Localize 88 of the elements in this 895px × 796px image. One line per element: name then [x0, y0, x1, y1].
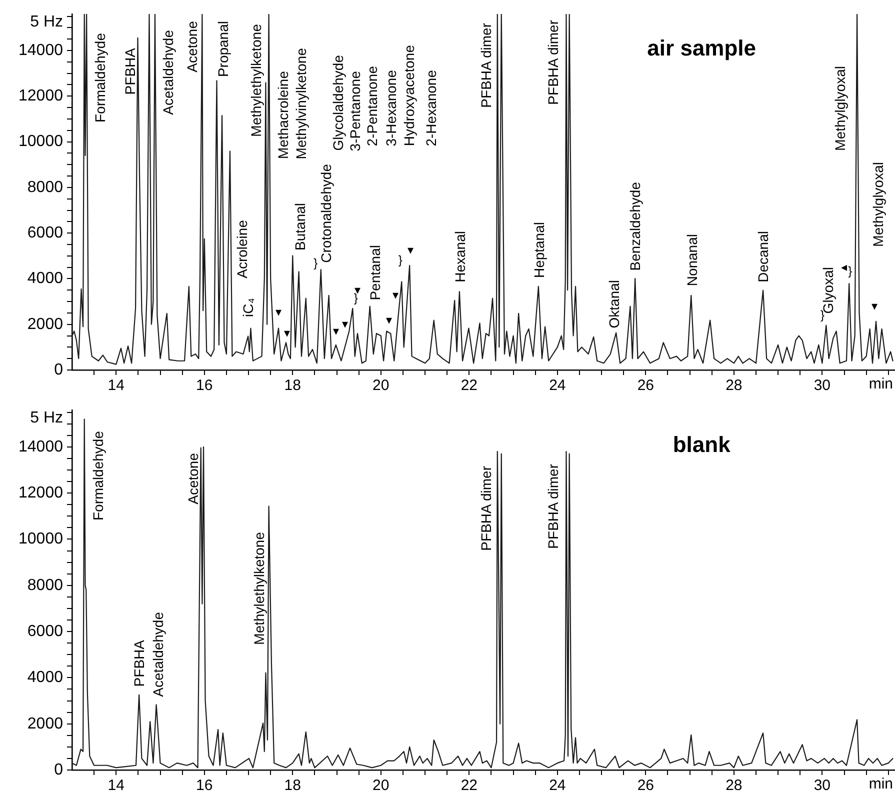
x-tick-label: 30	[814, 377, 831, 394]
annotation: PFBHA	[122, 48, 138, 94]
x-tick-label: 16	[196, 377, 213, 394]
y-tick-label: 8000	[27, 178, 64, 196]
annotation: ▾	[871, 299, 878, 314]
annotation: ◂	[840, 260, 847, 274]
y-tick-label: 0	[54, 761, 64, 778]
annotation: Formaldehyde	[92, 32, 108, 122]
y-tick-label: 4000	[27, 270, 64, 288]
x-tick-label: 14	[108, 777, 124, 794]
x-tick-label: 22	[460, 377, 478, 394]
annotation: Heptanal	[531, 222, 548, 278]
x-tick-label: 22	[460, 777, 478, 794]
y-tick-label: 4000	[27, 669, 64, 686]
annotation: Methylglyoxal	[870, 162, 886, 247]
annotation: }	[848, 264, 852, 278]
x-tick-label: 20	[372, 377, 390, 394]
x-tick-label: 28	[726, 377, 742, 394]
annotation: 2-Pentanone	[364, 66, 380, 146]
annotation: ▾	[392, 288, 398, 302]
y-axis-title: 5 Hz	[30, 409, 63, 426]
annotation: Hydroxyacetone	[400, 45, 417, 146]
text: air sample	[647, 36, 756, 61]
annotation: PFBHA	[131, 640, 148, 687]
x-tick-label: 26	[637, 377, 654, 394]
y-tick-label: 0	[54, 361, 64, 378]
annotation: Methylvinylketone	[292, 48, 309, 160]
text: blank	[672, 432, 732, 458]
annotation: Decanal	[755, 230, 772, 282]
y-tick-label: 10000	[18, 530, 64, 548]
annotation: iC₄	[240, 298, 256, 317]
y-tick-label: 12000	[18, 88, 64, 105]
y-axis-title: 5 Hz	[30, 13, 63, 30]
annotation: PFBHA dimer	[478, 466, 494, 552]
annotation: PFBHA dimer	[478, 22, 494, 108]
y-tick-label: 10000	[18, 133, 64, 150]
x-tick-label: 16	[196, 777, 213, 794]
x-tick-label: 24	[549, 377, 566, 394]
y-tick-label: 14000	[18, 42, 64, 59]
annotation: Methylethylketone	[248, 24, 264, 138]
annotation: ▾	[342, 317, 348, 332]
annotation: ▾	[276, 304, 282, 319]
y-tick-label: 6000	[27, 622, 64, 640]
x-axis-title: min	[868, 376, 893, 393]
annotation: 3-Hexanone	[382, 70, 398, 146]
annotation: ▾	[386, 313, 392, 328]
y-tick-label: 8000	[27, 576, 64, 594]
x-tick-label: 28	[726, 777, 742, 794]
annotation: ▾	[333, 324, 340, 338]
annotation: Nonanal	[684, 234, 700, 286]
x-tick-label: 14	[108, 377, 124, 394]
annotation: Butanal	[292, 203, 308, 251]
y-tick-label: 12000	[18, 484, 64, 502]
x-tick-label: 26	[637, 777, 654, 794]
y-tick-label: 2000	[27, 715, 64, 732]
annotation: 3-Pentanone	[347, 70, 364, 152]
x-axis-title: min	[868, 776, 893, 793]
y-tick-label: 6000	[27, 224, 64, 242]
annotation: PFBHA dimer	[544, 20, 561, 104]
annotation: ▾	[284, 326, 290, 340]
annotation: Methacroleine	[274, 71, 291, 160]
annotation: Acetone	[184, 21, 200, 73]
annotation: Oktanal	[606, 280, 622, 328]
annotation: Propanal	[215, 20, 232, 77]
x-tick-label: 24	[549, 777, 566, 794]
annotation: Acetaldehyde	[160, 30, 176, 114]
annotation: Benzaldehyde	[626, 182, 643, 270]
annotation: }	[398, 252, 402, 267]
annotation: Methylglyoxal	[832, 66, 848, 152]
x-tick-label: 20	[372, 777, 390, 794]
annotation: PFBHA dimer	[544, 464, 561, 549]
annotation: Hexanal	[452, 231, 468, 283]
annotation: Crotonaldehyde	[318, 164, 334, 264]
x-tick-label: 18	[284, 377, 301, 394]
annotation: Formaldehyde	[90, 431, 106, 521]
x-tick-label: 18	[284, 777, 301, 794]
annotation: Pentanal	[366, 245, 383, 301]
annotation: 2-Hexanone	[422, 70, 439, 146]
annotation: Glycolaldehyde	[330, 55, 346, 152]
x-tick-label: 30	[814, 777, 831, 794]
annotation: Methylethylketone	[250, 532, 267, 644]
y-tick-label: 2000	[27, 316, 64, 333]
annotation: Acetone	[184, 453, 201, 505]
y-tick-label: 14000	[18, 438, 64, 456]
annotation: ▾	[407, 242, 414, 257]
annotation: Acetaldehyde	[150, 612, 166, 697]
annotation: Acroleine	[234, 220, 250, 279]
annotation: }	[314, 256, 318, 270]
